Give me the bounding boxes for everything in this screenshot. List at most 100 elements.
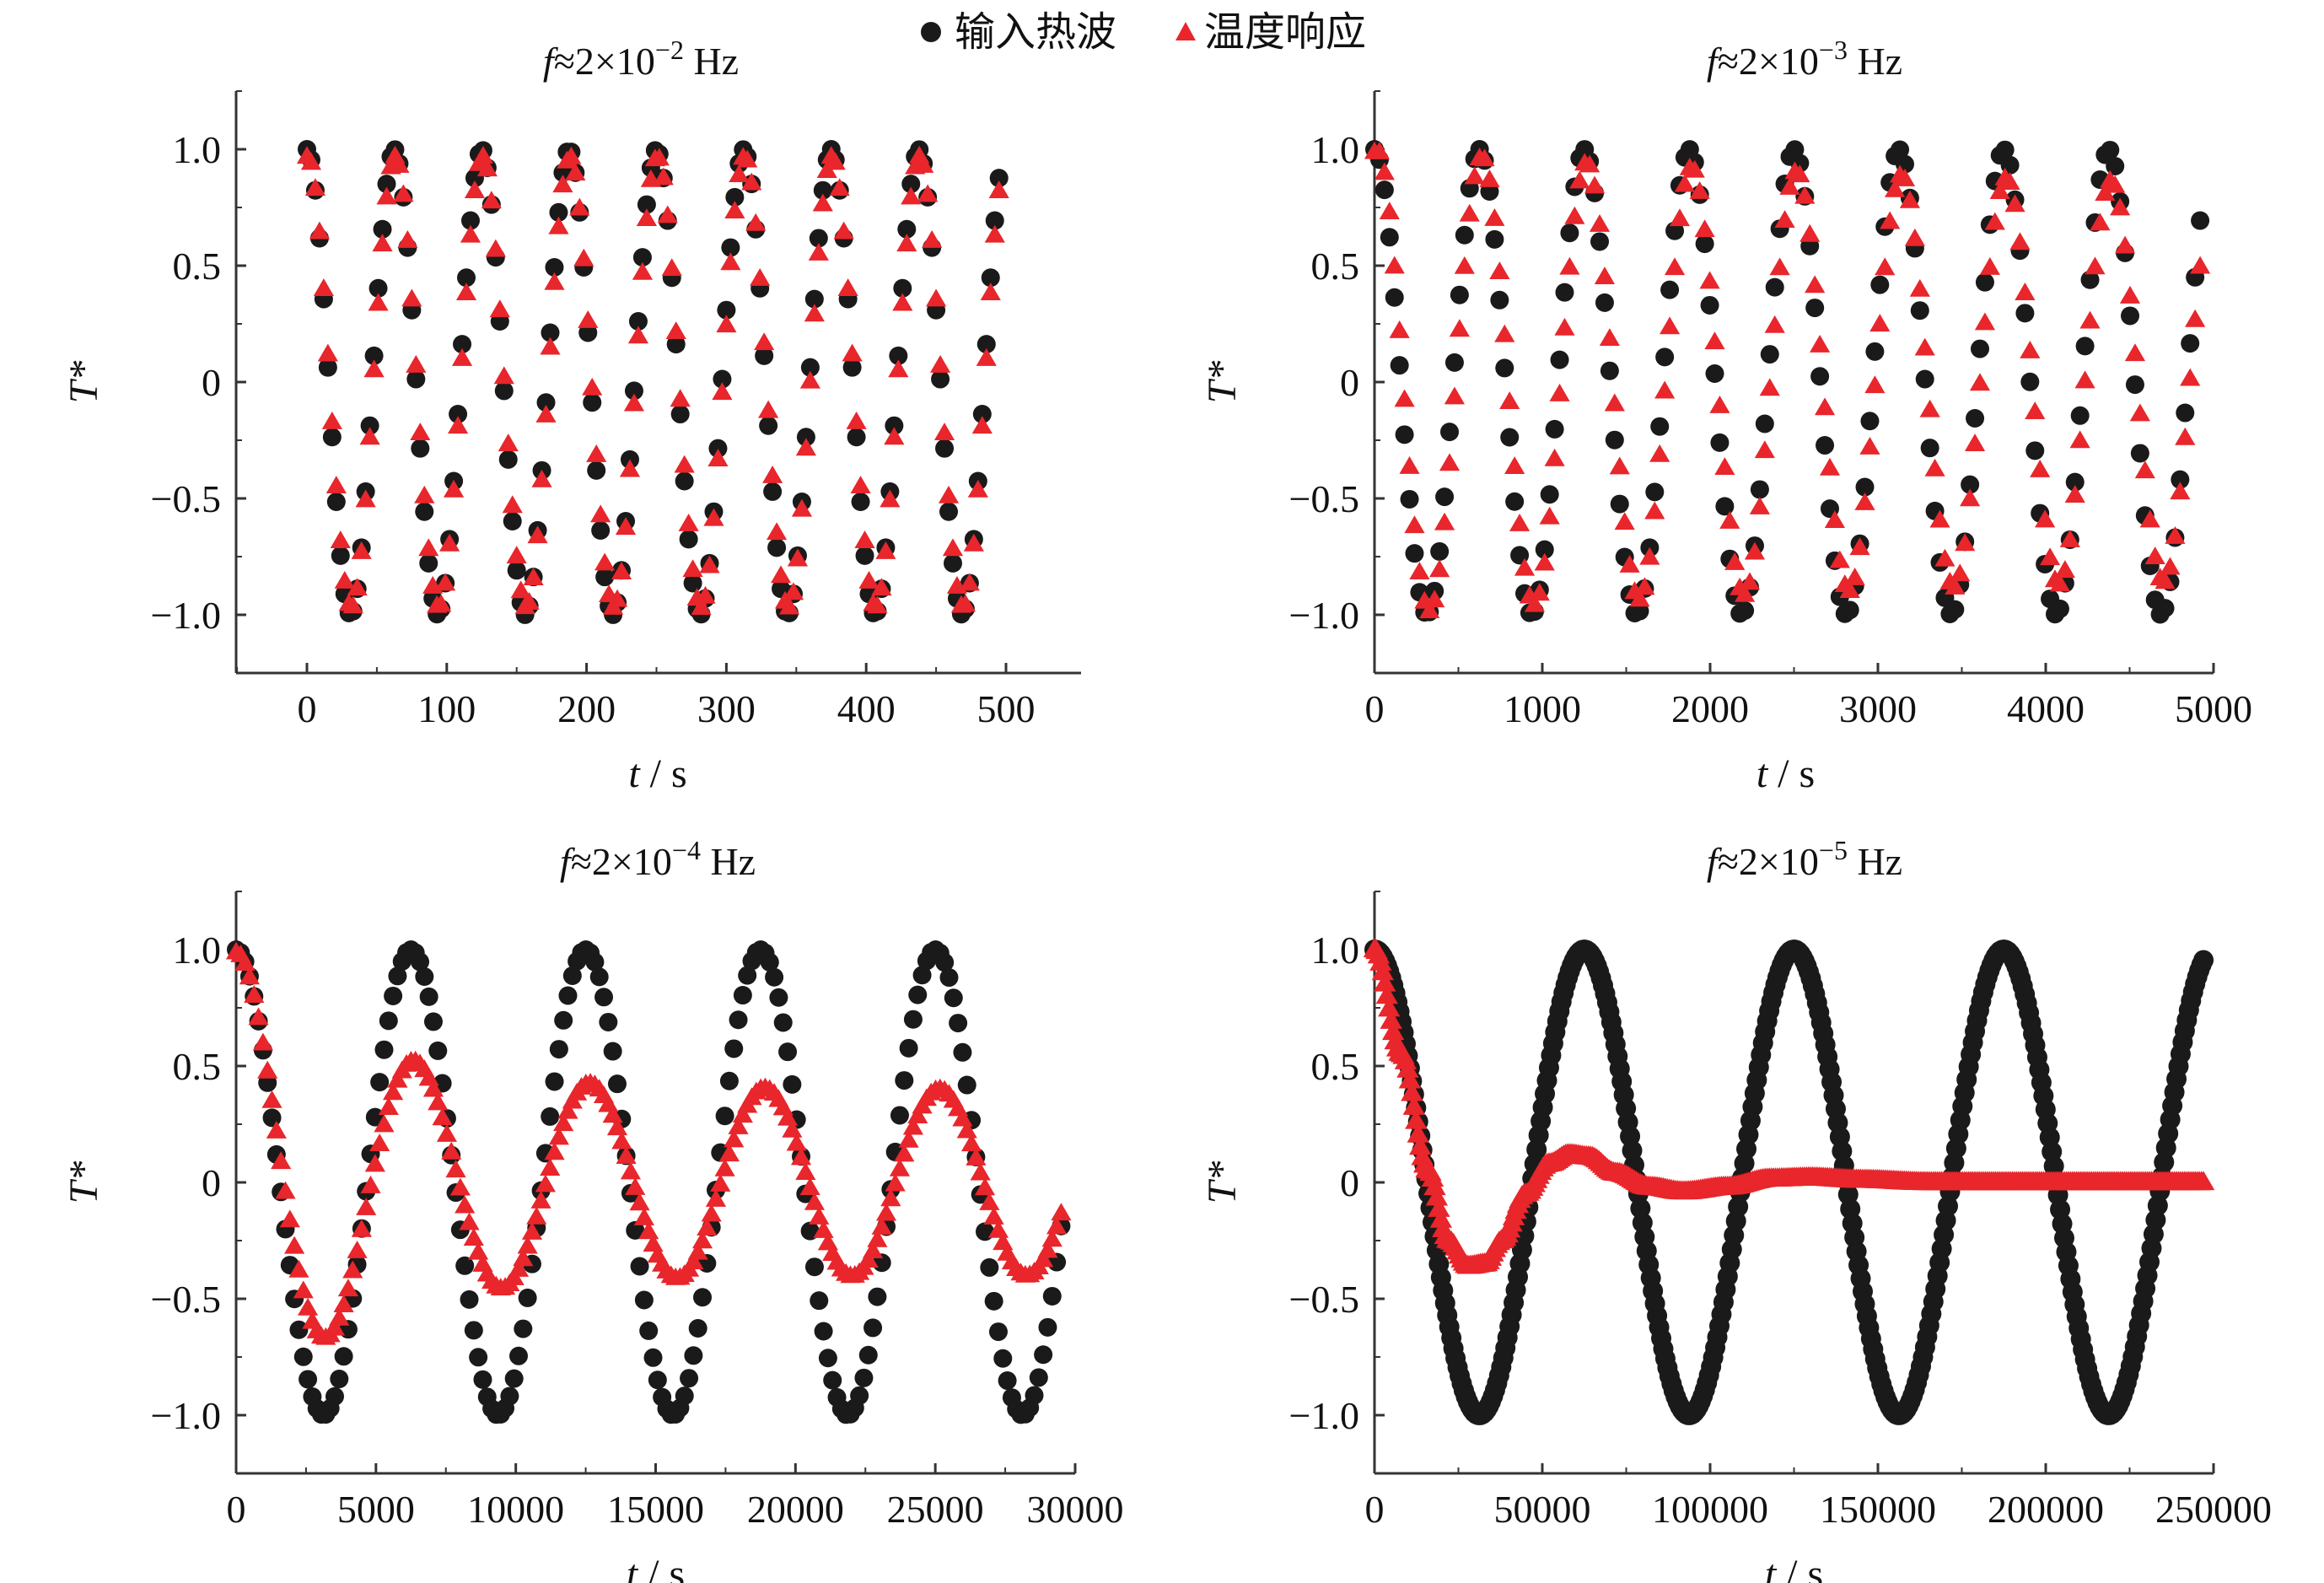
data-point-response <box>325 476 347 493</box>
panel-2: f≈2×10−3 Hz 1.0 0.5 0 −0.5 −1.0 0 1000 2000 3000… <box>1200 35 2252 796</box>
data-point-input <box>1395 425 1414 444</box>
data-point-input <box>899 1038 918 1058</box>
y-tick-label: 0.5 <box>173 1045 222 1088</box>
data-point-response <box>799 370 820 389</box>
data-point-response <box>364 1154 385 1172</box>
data-point-response <box>850 476 871 493</box>
data-point-response <box>1629 589 1650 607</box>
data-point-response <box>1674 174 1695 192</box>
data-point-response <box>963 533 984 552</box>
data-point-response <box>2119 285 2141 304</box>
data-point-response <box>351 1219 372 1237</box>
data-point-response <box>1950 563 1971 582</box>
x-tick-label: 0 <box>1365 1488 1385 1531</box>
data-point-response <box>1844 568 1865 585</box>
data-point-response <box>1407 1123 1429 1143</box>
data-point-response <box>938 485 960 503</box>
y-tick-label: −1.0 <box>1289 594 1359 637</box>
data-point-response <box>441 1141 462 1160</box>
data-point-input <box>591 520 611 540</box>
data-point-input <box>2155 599 2175 618</box>
data-point-response <box>435 573 456 591</box>
data-point-response <box>329 1307 350 1326</box>
data-point-response <box>2049 573 2071 592</box>
data-point-response <box>842 343 863 362</box>
data-point-response <box>330 530 351 548</box>
data-point-response <box>553 1113 574 1132</box>
data-point-response <box>967 479 988 498</box>
data-point-response <box>705 1189 727 1207</box>
x-tick-label: 0 <box>1365 687 1385 730</box>
data-point-response <box>2105 175 2126 193</box>
y-tick-label: 0 <box>202 1161 221 1204</box>
data-point-response <box>485 239 506 257</box>
data-point-input <box>325 1386 344 1406</box>
data-point-response <box>737 149 758 168</box>
data-point-response <box>1404 515 1425 534</box>
data-point-response <box>1924 458 1945 477</box>
data-point-response <box>1649 444 1670 462</box>
data-point-input <box>536 393 556 412</box>
data-point-response <box>2129 403 2150 422</box>
data-point-response <box>351 541 372 559</box>
data-point-input <box>262 1108 282 1128</box>
data-point-response <box>523 568 544 585</box>
data-point-input <box>1540 485 1559 504</box>
data-point-input <box>1550 350 1569 369</box>
data-point-response <box>988 180 1009 198</box>
data-point-input <box>1840 600 1859 620</box>
data-point-input <box>626 1220 645 1240</box>
data-point-input <box>1700 295 1719 315</box>
data-point-response <box>2180 368 2201 386</box>
data-point-input <box>545 258 564 277</box>
data-point-response <box>1709 395 1730 413</box>
data-point-response <box>1549 383 1570 401</box>
data-point-response <box>275 1181 296 1199</box>
data-point-response <box>1984 212 2005 230</box>
data-point-input <box>688 1319 707 1338</box>
data-point-response <box>701 1203 722 1222</box>
data-point-response <box>2090 213 2111 231</box>
title-text: ≈2×10 <box>1718 40 1819 83</box>
x-tick-label: 30000 <box>1027 1488 1124 1531</box>
data-point-response <box>1704 331 1725 350</box>
data-point-response <box>436 1124 458 1142</box>
data-point-response <box>337 1279 359 1297</box>
data-point-response <box>449 1177 471 1196</box>
data-point-input <box>554 1010 573 1030</box>
data-point-input <box>504 1369 524 1388</box>
data-point-input <box>755 346 774 365</box>
data-point-response <box>754 332 775 351</box>
data-point-response <box>720 252 741 271</box>
data-point-input <box>518 1288 537 1307</box>
data-point-input <box>810 1291 829 1311</box>
y-tick-label: 1.0 <box>173 128 222 171</box>
data-point-input <box>1966 409 1985 428</box>
data-point-response <box>1614 512 1635 530</box>
data-point-input <box>931 369 950 389</box>
data-point-input <box>419 553 438 573</box>
data-point-input <box>453 335 472 354</box>
data-point-response <box>369 1133 390 1151</box>
x-tick-label: 10000 <box>467 1488 564 1531</box>
data-point-input <box>939 502 959 521</box>
data-point-input <box>1655 347 1675 367</box>
data-point-input <box>715 1106 734 1126</box>
data-point-input <box>1970 339 1989 358</box>
data-point-response <box>1634 577 1655 595</box>
x-tick-label: 400 <box>837 687 896 730</box>
data-point-response <box>2144 547 2165 564</box>
data-point-response <box>548 1127 569 1145</box>
series-input-heat-wave <box>227 940 1071 1424</box>
data-point-response <box>508 1258 530 1277</box>
data-point-input <box>1805 299 1825 318</box>
data-point-response <box>1569 170 1590 189</box>
data-point-response <box>633 1207 654 1225</box>
data-point-response <box>697 1218 718 1236</box>
data-point-response <box>892 293 913 311</box>
data-point-response <box>439 533 460 552</box>
data-point-input <box>411 439 430 458</box>
data-point-input <box>2065 472 2085 492</box>
data-point-input <box>885 416 904 435</box>
data-point-input <box>1505 492 1525 511</box>
